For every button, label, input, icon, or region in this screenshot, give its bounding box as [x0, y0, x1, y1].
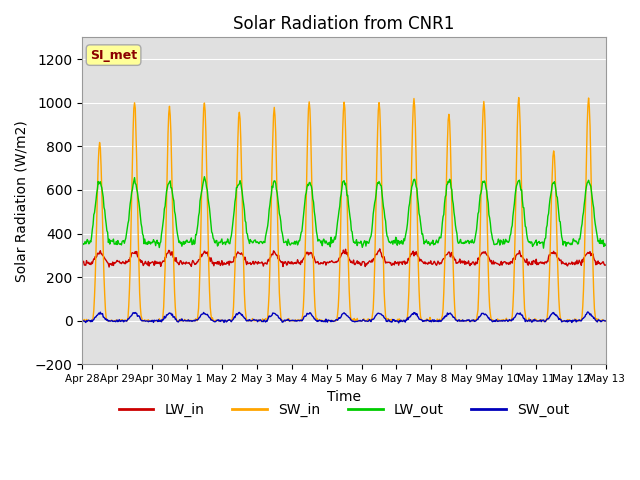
- LW_out: [200, 174, 208, 180]
- LW_in: [409, 250, 417, 255]
- SW_out: [602, 318, 609, 324]
- SW_in: [408, 156, 415, 161]
- SW_in: [88, 318, 96, 324]
- LW_in: [195, 257, 203, 263]
- Legend: LW_in, SW_in, LW_out, SW_out: LW_in, SW_in, LW_out, SW_out: [113, 397, 575, 423]
- LW_out: [78, 240, 86, 245]
- LW_out: [223, 240, 231, 245]
- LW_out: [88, 234, 95, 240]
- LW_out: [602, 242, 609, 248]
- SW_in: [79, 318, 87, 324]
- LW_in: [223, 259, 231, 265]
- SW_in: [195, 287, 203, 293]
- SW_in: [142, 318, 150, 324]
- SW_out: [222, 319, 230, 325]
- LW_in: [602, 262, 609, 268]
- SW_in: [78, 317, 86, 323]
- LW_in: [376, 246, 383, 252]
- SW_out: [395, 320, 403, 326]
- Line: LW_in: LW_in: [82, 249, 605, 267]
- SW_out: [78, 318, 86, 324]
- LW_in: [424, 262, 431, 267]
- LW_in: [78, 261, 86, 267]
- SW_in: [602, 318, 609, 324]
- X-axis label: Time: Time: [327, 390, 361, 404]
- LW_in: [105, 264, 113, 270]
- Line: SW_out: SW_out: [82, 312, 605, 323]
- Line: LW_out: LW_out: [82, 177, 605, 248]
- LW_out: [540, 245, 547, 251]
- SW_out: [141, 318, 149, 324]
- LW_out: [408, 184, 415, 190]
- LW_out: [423, 239, 431, 245]
- LW_out: [141, 240, 149, 246]
- SW_in: [223, 318, 231, 324]
- LW_out: [195, 213, 202, 219]
- SW_out: [88, 317, 95, 323]
- LW_in: [142, 261, 150, 266]
- SW_in: [423, 316, 431, 322]
- SW_out: [584, 309, 592, 315]
- SW_out: [423, 317, 431, 323]
- Text: SI_met: SI_met: [90, 48, 137, 61]
- SW_in: [515, 95, 523, 100]
- SW_out: [408, 312, 415, 317]
- SW_out: [195, 316, 202, 322]
- Title: Solar Radiation from CNR1: Solar Radiation from CNR1: [234, 15, 455, 33]
- LW_in: [88, 259, 95, 265]
- Y-axis label: Solar Radiation (W/m2): Solar Radiation (W/m2): [15, 120, 29, 282]
- Line: SW_in: SW_in: [82, 97, 605, 321]
